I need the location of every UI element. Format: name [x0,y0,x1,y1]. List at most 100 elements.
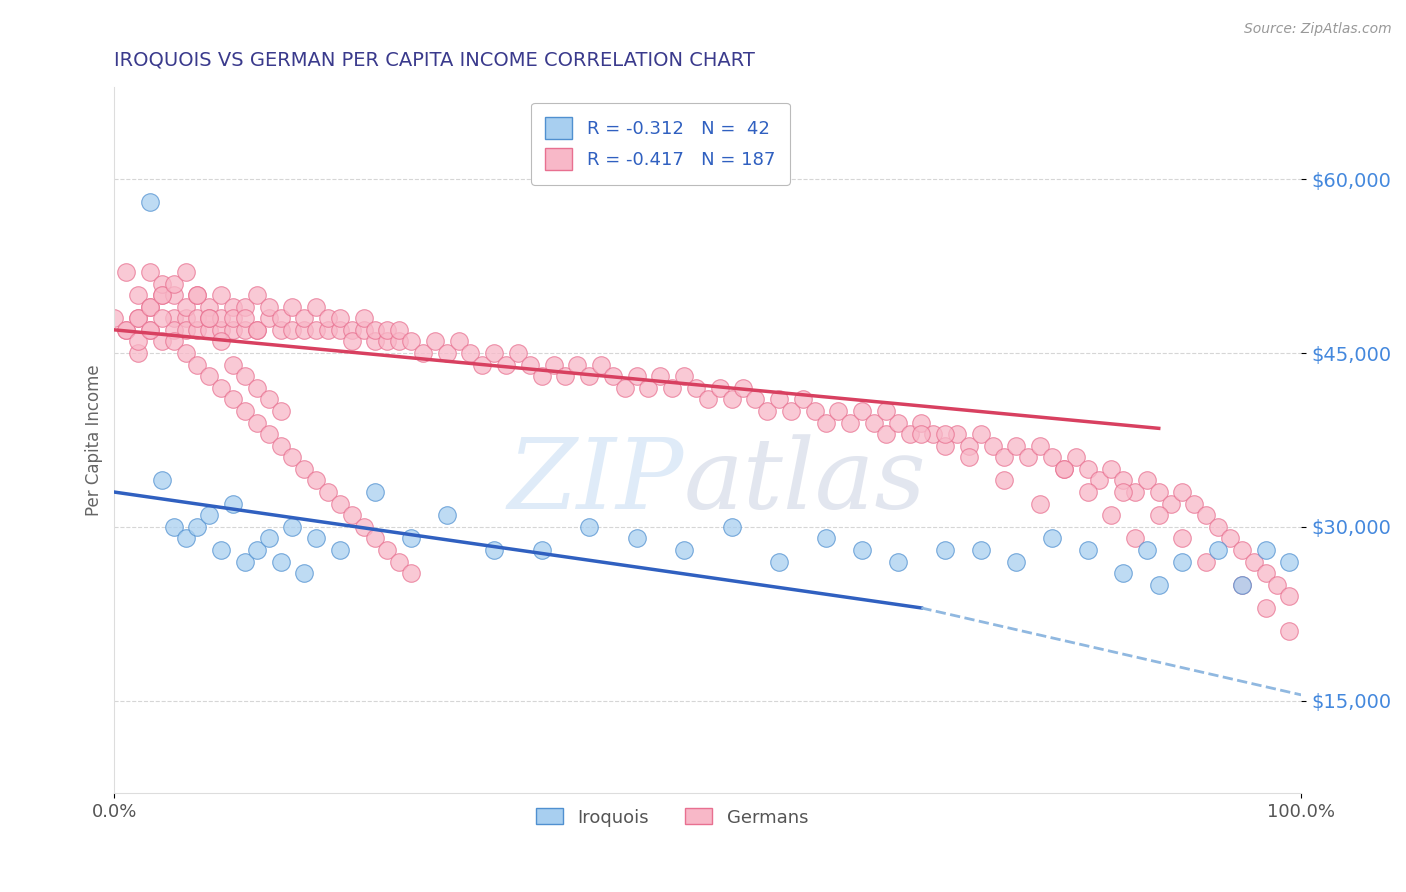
Point [1088,474,1111,488]
Point [673,369,696,384]
Point [233,404,256,418]
Point [316,485,339,500]
Point [163,323,186,337]
Point [209,323,232,337]
Point [198,311,221,326]
Point [1029,497,1052,511]
Point [257,300,280,314]
Point [1171,532,1194,546]
Point [1254,566,1277,581]
Point [650,369,672,384]
Point [661,381,683,395]
Point [399,334,422,349]
Point [1005,439,1028,453]
Point [530,369,553,384]
Point [1076,462,1098,476]
Point [377,334,399,349]
Point [222,358,245,372]
Point [281,300,304,314]
Point [127,311,149,326]
Point [246,288,269,302]
Point [696,392,718,407]
Point [1005,555,1028,569]
Point [377,323,399,337]
Point [270,555,292,569]
Point [270,311,292,326]
Point [589,358,612,372]
Point [150,288,173,302]
Point [447,334,470,349]
Point [981,439,1004,453]
Point [970,543,993,558]
Point [246,416,269,430]
Point [1147,485,1170,500]
Point [198,300,221,314]
Point [875,427,897,442]
Point [281,323,304,337]
Point [946,427,969,442]
Point [1017,450,1039,465]
Point [460,346,482,360]
Point [139,300,162,314]
Point [1076,485,1098,500]
Point [353,311,375,326]
Point [673,543,696,558]
Point [364,334,387,349]
Point [756,404,779,418]
Point [198,323,221,337]
Point [139,195,162,210]
Point [388,334,411,349]
Point [1278,590,1301,604]
Point [292,462,315,476]
Point [637,381,659,395]
Text: Source: ZipAtlas.com: Source: ZipAtlas.com [1244,22,1392,37]
Point [163,311,186,326]
Point [364,485,387,500]
Point [305,474,328,488]
Text: atlas: atlas [685,434,927,530]
Point [198,311,221,326]
Point [792,392,814,407]
Point [340,323,363,337]
Point [209,334,232,349]
Point [768,555,790,569]
Point [863,416,886,430]
Point [1136,543,1159,558]
Point [779,404,801,418]
Point [388,555,411,569]
Point [543,358,565,372]
Point [115,265,138,279]
Point [970,427,993,442]
Point [993,450,1015,465]
Point [1112,474,1135,488]
Point [174,300,197,314]
Point [270,439,292,453]
Point [957,450,980,465]
Point [815,532,838,546]
Point [209,311,232,326]
Point [233,555,256,569]
Point [163,520,186,534]
Point [554,369,576,384]
Point [163,288,186,302]
Point [626,369,648,384]
Point [482,543,505,558]
Point [139,300,162,314]
Point [305,323,328,337]
Point [578,520,600,534]
Point [1243,555,1265,569]
Point [1267,578,1289,592]
Point [1195,555,1218,569]
Text: ZIP: ZIP [508,434,685,530]
Point [233,323,256,337]
Point [1230,543,1253,558]
Point [875,404,897,418]
Point [292,323,315,337]
Point [399,566,422,581]
Point [340,508,363,523]
Point [803,404,825,418]
Text: IROQUOIS VS GERMAN PER CAPITA INCOME CORRELATION CHART: IROQUOIS VS GERMAN PER CAPITA INCOME COR… [114,51,755,70]
Point [174,532,197,546]
Point [127,288,149,302]
Point [1136,474,1159,488]
